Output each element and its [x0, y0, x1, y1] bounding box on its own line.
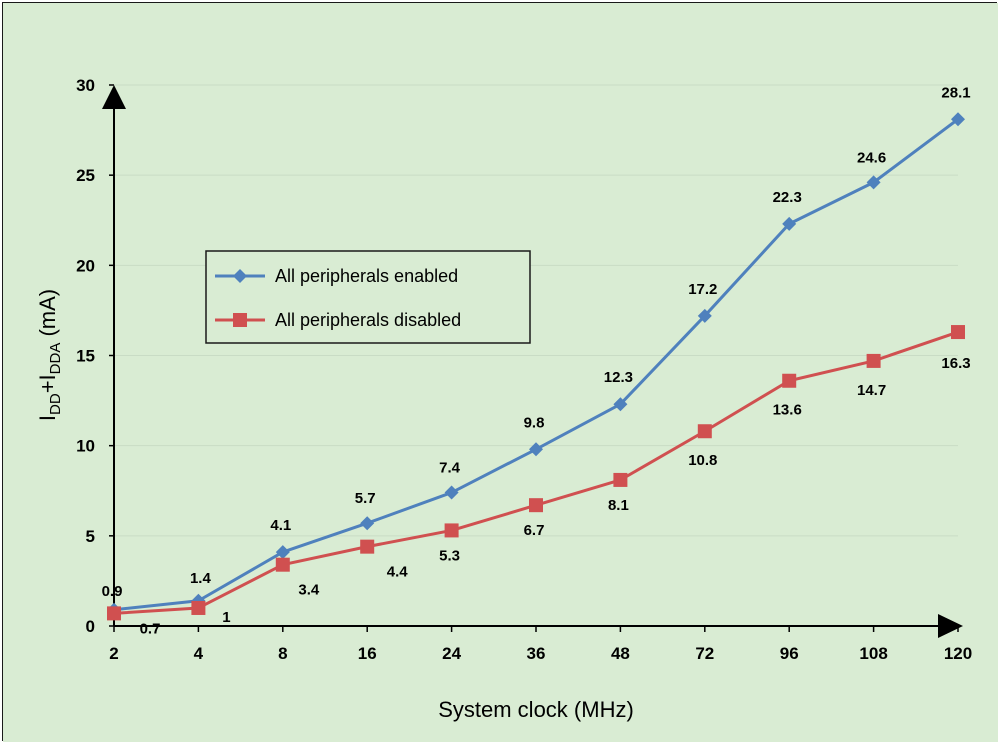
series-1: 0.7 1 3.4 4.4 5.3 6.7 8.1 10.8 13.6 14.7 16.3 [107, 325, 971, 637]
y-axis-title-part-3: DDA [47, 343, 64, 375]
point-1-8 [782, 373, 797, 388]
data-label-0-9: 24.6 [857, 149, 886, 166]
x-tick-label-36: 36 [527, 644, 546, 663]
data-label-1-2: 3.4 [298, 582, 320, 599]
legend-marker-0 [233, 269, 247, 283]
data-label-0-5: 9.8 [524, 414, 545, 431]
point-1-9 [866, 353, 881, 368]
point-1-3 [360, 539, 375, 554]
data-label-1-0: 0.7 [140, 620, 161, 637]
legend-marker-1 [233, 313, 247, 327]
data-label-0-10: 28.1 [941, 84, 970, 101]
x-tick-label-2: 2 [109, 644, 118, 663]
legend-label-0: All peripherals enabled [275, 266, 458, 286]
y-axis-arrow [102, 85, 126, 109]
x-tick-label-108: 108 [859, 644, 887, 663]
data-label-0-8: 22.3 [773, 189, 802, 206]
x-tick-label-4: 4 [194, 644, 204, 663]
data-label-1-5: 6.7 [524, 522, 545, 539]
chart-background [3, 3, 998, 742]
y-tick-label-10: 10 [76, 437, 95, 456]
y-tick-label-15: 15 [76, 347, 95, 366]
data-label-0-4: 7.4 [439, 460, 461, 477]
x-axis-title: System clock (MHz) [438, 697, 634, 722]
data-label-1-4: 5.3 [439, 547, 460, 564]
data-label-1-6: 8.1 [608, 497, 629, 514]
x-tick-label-8: 8 [278, 644, 287, 663]
data-label-1-1: 1 [222, 609, 230, 626]
data-label-1-10: 16.3 [941, 355, 970, 372]
point-0-2 [275, 545, 290, 560]
point-0-7 [697, 308, 712, 323]
data-label-1-8: 13.6 [773, 402, 802, 419]
x-tick-label-16: 16 [358, 644, 377, 663]
x-axis-arrow [938, 614, 963, 638]
point-1-1 [191, 600, 206, 615]
legend: All peripherals enabled All peripherals d… [205, 250, 531, 344]
legend-label-1: All peripherals disabled [275, 310, 461, 330]
point-1-6 [613, 472, 628, 487]
series-0: 0.9 1.4 4.1 5.7 7.4 9.8 12.3 17.2 22.3 24.6 28.1 [102, 84, 971, 617]
x-tick-label-120: 120 [944, 644, 972, 663]
x-tick-label-72: 72 [695, 644, 714, 663]
data-label-1-9: 14.7 [857, 382, 886, 399]
y-tick-label-5: 5 [86, 527, 95, 546]
data-label-0-1: 1.4 [190, 570, 212, 587]
point-0-9 [866, 175, 881, 190]
y-tick-label-20: 20 [76, 256, 95, 275]
data-label-1-7: 10.8 [688, 452, 717, 469]
y-tick-label-25: 25 [76, 166, 95, 185]
y-tick-label-0: 0 [86, 617, 95, 636]
point-0-3 [360, 516, 375, 531]
x-tick-label-96: 96 [780, 644, 799, 663]
y-axis-title-part-0: I [35, 415, 60, 421]
point-1-7 [697, 424, 712, 439]
point-0-8 [782, 216, 797, 231]
point-1-4 [444, 523, 459, 538]
legend-box [205, 250, 531, 344]
y-axis-title-part-1: DD [47, 393, 64, 415]
data-label-0-0: 0.9 [102, 583, 123, 600]
data-label-0-6: 12.3 [604, 369, 633, 386]
y-axis-title-part-2: +I [35, 374, 60, 393]
y-axis-title: IDD+IDDA (mA) [35, 289, 64, 421]
point-0-10 [951, 112, 965, 127]
data-label-0-2: 4.1 [270, 517, 291, 534]
y-tick-label-30: 30 [76, 76, 95, 95]
point-0-4 [444, 485, 459, 500]
data-label-0-3: 5.7 [355, 490, 376, 507]
point-1-5 [529, 498, 543, 513]
point-0-5 [529, 442, 543, 457]
point-1-10 [951, 325, 965, 340]
point-0-6 [613, 397, 628, 412]
data-label-1-3: 4.4 [387, 564, 409, 581]
point-1-2 [275, 557, 290, 572]
x-tick-label-48: 48 [611, 644, 630, 663]
data-label-0-7: 17.2 [688, 281, 717, 298]
x-tick-label-24: 24 [442, 644, 461, 663]
y-axis-title-part-4: (mA) [35, 289, 60, 343]
point-1-0 [107, 606, 121, 621]
